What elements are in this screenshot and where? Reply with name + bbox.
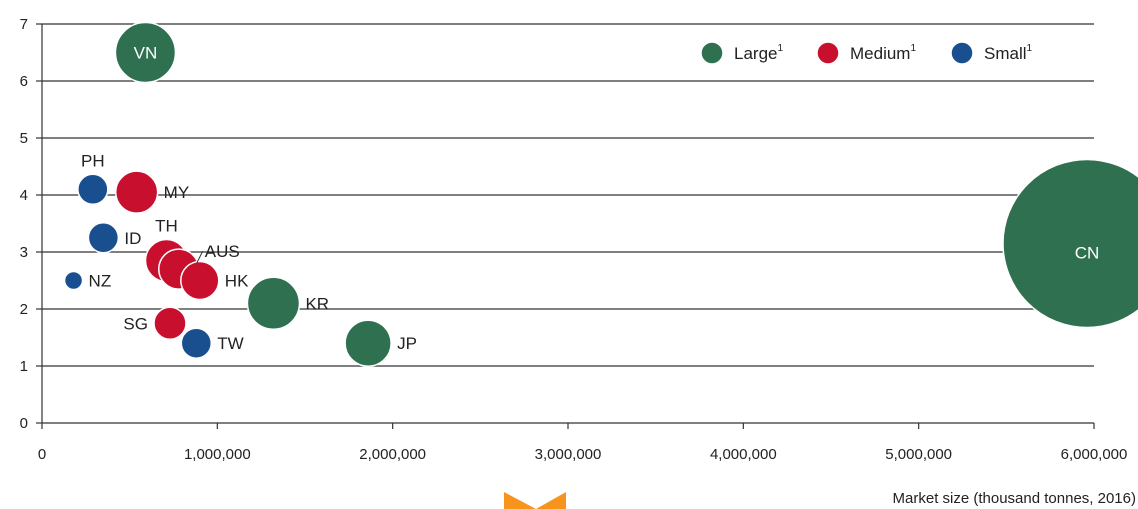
label-my: MY xyxy=(164,183,190,202)
legend-footnote-marker: 1 xyxy=(777,43,783,54)
x-tick-label: 0 xyxy=(38,446,46,463)
y-tick-label: 4 xyxy=(20,187,28,204)
label-tw: TW xyxy=(217,334,243,353)
legend-label-large: Large1 xyxy=(734,43,783,63)
y-tick-label: 5 xyxy=(20,130,28,147)
axes xyxy=(36,23,1095,429)
y-tick-label: 7 xyxy=(20,16,28,33)
label-ph: PH xyxy=(81,151,105,170)
y-tick-labels: 0 1 2 3 4 5 6 7 xyxy=(20,16,28,432)
x-tick-label: 2,000,000 xyxy=(359,446,426,463)
bubble-hk xyxy=(180,260,220,301)
x-tick-label: 1,000,000 xyxy=(184,446,251,463)
bubble-vn xyxy=(114,21,177,84)
x-tick-label: 4,000,000 xyxy=(710,446,777,463)
y-tick-label: 3 xyxy=(20,244,28,261)
data-bubbles xyxy=(63,21,1138,367)
y-tick-label: 0 xyxy=(20,415,28,432)
bubble-nz xyxy=(63,270,84,291)
label-cn: CN xyxy=(1075,243,1100,262)
x-tick-label: 6,000,000 xyxy=(1061,446,1128,463)
label-nz: NZ xyxy=(89,272,112,291)
legend-swatch-small xyxy=(950,41,974,65)
legend: Large1 Medium1 Small1 xyxy=(700,41,1033,65)
legend-swatch-medium xyxy=(816,41,840,65)
y-tick-label: 1 xyxy=(20,358,28,375)
bubble-cn xyxy=(1002,158,1138,329)
legend-label-medium: Medium1 xyxy=(850,43,916,63)
bubble-jp xyxy=(344,319,392,367)
label-aus: AUS xyxy=(205,242,240,261)
bubble-sg xyxy=(153,306,187,340)
orange-chevron-decoration xyxy=(504,492,566,509)
label-jp: JP xyxy=(397,334,417,353)
legend-footnote-marker: 1 xyxy=(910,43,916,54)
bubble-kr xyxy=(246,276,301,331)
legend-swatch-large xyxy=(700,41,724,65)
y-tick-label: 2 xyxy=(20,301,28,318)
label-th: TH xyxy=(155,217,178,236)
bubble-my xyxy=(114,170,159,214)
label-kr: KR xyxy=(305,294,329,313)
bubble-tw xyxy=(180,327,213,359)
label-sg: SG xyxy=(123,314,148,333)
bubble-ph xyxy=(77,173,109,206)
x-tick-label: 3,000,000 xyxy=(535,446,602,463)
x-tick-label: 5,000,000 xyxy=(885,446,952,463)
leader-line-aus xyxy=(196,250,204,264)
legend-label-small: Small1 xyxy=(984,43,1033,63)
data-labels: VN CN KR JP MY TH AUS HK SG PH ID NZ TW xyxy=(81,44,1099,354)
legend-footnote-marker: 1 xyxy=(1027,43,1033,54)
label-id: ID xyxy=(124,229,141,248)
bubble-id xyxy=(87,222,120,254)
x-tick-labels: 0 1,000,000 2,000,000 3,000,000 4,000,000 5,0… xyxy=(38,446,1128,463)
label-hk: HK xyxy=(225,272,249,291)
gridlines xyxy=(42,23,1094,367)
label-vn: VN xyxy=(134,44,158,63)
y-tick-label: 6 xyxy=(20,73,28,90)
x-axis-title: Market size (thousand tonnes, 2016) xyxy=(893,490,1136,507)
